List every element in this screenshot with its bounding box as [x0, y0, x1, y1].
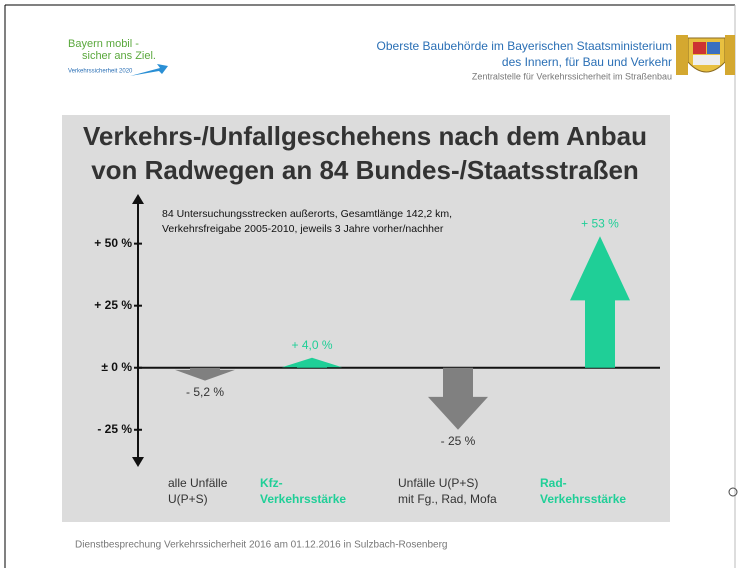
y-tick-label: + 25 %: [94, 298, 132, 312]
cursor: [728, 487, 738, 497]
logo-text: Bayern mobil -: [68, 38, 139, 50]
footer: Dienstbesprechung Verkehrssicherheit 201…: [75, 540, 447, 551]
logo-text: sicher ans Ziel.: [82, 50, 156, 62]
category-label: Kfz-: [260, 476, 283, 490]
y-axis-arrow: [132, 194, 144, 204]
y-tick-label: + 50 %: [94, 236, 132, 250]
authority-sub: Zentralstelle für Verkehrssicherheit im …: [472, 71, 672, 81]
value-label: + 53 %: [581, 216, 619, 230]
value-label: - 5,2 %: [186, 385, 224, 399]
annotation: Verkehrsfreigabe 2005-2010, jeweils 3 Ja…: [162, 223, 444, 235]
chart-panel: [62, 115, 670, 522]
category-label: Unfälle U(P+S): [398, 476, 478, 490]
chart-title: von Radwegen an 84 Bundes-/Staatsstraßen: [91, 155, 639, 185]
category-label: U(P+S): [168, 492, 208, 506]
category-label: Verkehrsstärke: [540, 492, 626, 506]
y-axis-arrow: [132, 457, 144, 467]
authority: des Innern, für Bau und Verkehr: [502, 55, 672, 69]
category-label: Rad-: [540, 476, 567, 490]
annotation: 84 Untersuchungsstrecken außerorts, Gesa…: [162, 208, 452, 220]
category-label: Verkehrsstärke: [260, 492, 346, 506]
arrow: [282, 357, 342, 368]
y-tick-label: - 25 %: [97, 422, 132, 436]
category-label: alle Unfälle: [168, 476, 228, 490]
logo-sub: Verkehrssicherheit 2020: [68, 69, 133, 75]
arrow: [570, 236, 630, 368]
authority: Oberste Baubehörde im Bayerischen Staats…: [377, 39, 672, 53]
y-tick-label: ± 0 %: [101, 360, 132, 374]
arrow: [175, 367, 235, 381]
logo-swoosh: [130, 64, 168, 76]
arrow: [428, 367, 488, 430]
value-label: - 25 %: [441, 434, 476, 448]
value-label: + 4,0 %: [291, 338, 332, 352]
coat-of-arms: [676, 35, 735, 75]
category-label: mit Fg., Rad, Mofa: [398, 492, 497, 506]
chart-title: Verkehrs-/Unfallgeschehens nach dem Anba…: [83, 121, 647, 151]
